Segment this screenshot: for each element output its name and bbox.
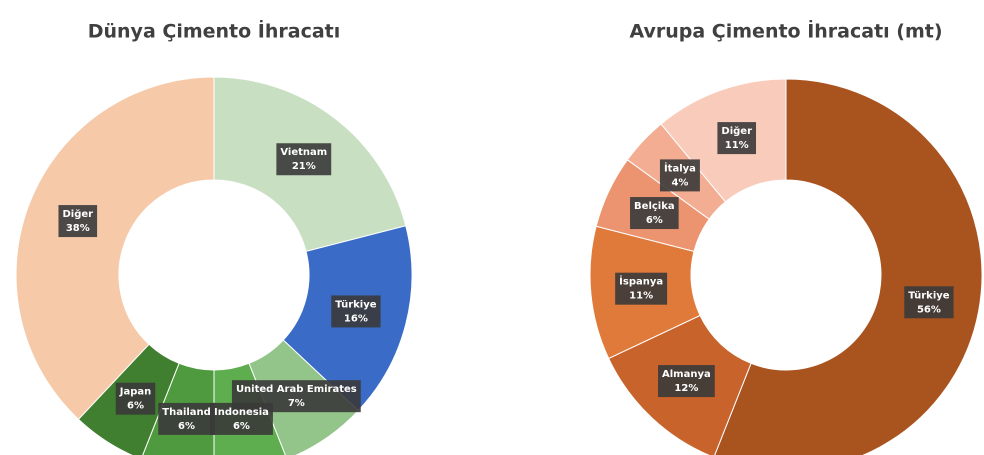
label-box [659,159,700,192]
label-value: 6% [646,215,663,226]
data-label: Türkiye 56% [904,286,954,319]
data-label: Almanya 12% [658,365,715,398]
label-value: 21% [292,161,316,172]
data-label: İtalya 4% [659,159,700,192]
label-box [209,402,273,435]
label-name: Diğer [721,125,752,137]
data-label: Belçika 6% [630,197,679,230]
label-value: 7% [288,398,305,409]
label-box [630,197,679,230]
label-name: Indonesia [214,407,269,418]
data-label: Japan 6% [115,382,156,415]
data-label: Thailand 6% [158,402,215,435]
label-box [115,382,156,415]
data-label: Türkiye 16% [331,295,381,328]
data-label: Diğer 11% [717,122,757,155]
label-box [158,402,215,435]
label-name: Türkiye [335,299,377,310]
label-box [615,272,668,305]
label-value: 12% [674,383,698,394]
label-value: 11% [725,140,749,151]
label-name: Japan [119,387,152,398]
label-name: Thailand [162,407,211,418]
label-box [658,365,715,398]
chart-title: Dünya Çimento İhracatı [88,19,341,43]
data-label: İspanya 11% [615,272,668,305]
label-box [904,286,954,319]
data-label: Indonesia 6% [209,402,273,435]
label-box [331,295,381,328]
slice [15,76,215,421]
chart-title: Avrupa Çimento İhracatı (mt) [629,19,942,43]
label-name: Almanya [662,369,711,380]
label-name: İspanya [619,274,663,288]
label-box [58,205,98,238]
label-value: 6% [178,421,195,432]
label-value: 6% [127,401,144,412]
slice [714,78,983,455]
label-name: Diğer [62,208,93,220]
label-value: 56% [917,304,941,315]
label-box [276,143,332,176]
label-value: 38% [66,223,90,234]
label-value: 6% [233,421,250,432]
data-label: Vietnam 21% [276,143,332,176]
label-value: 16% [344,313,368,324]
label-name: Türkiye [908,290,950,301]
label-value: 11% [629,291,653,302]
label-name: United Arab Emirates [236,384,357,395]
label-value: 4% [671,177,688,188]
label-name: İtalya [664,160,696,174]
data-label: Diğer 38% [58,205,98,238]
label-name: Belçika [634,201,675,212]
label-name: Vietnam [280,147,327,158]
label-box [717,122,757,155]
